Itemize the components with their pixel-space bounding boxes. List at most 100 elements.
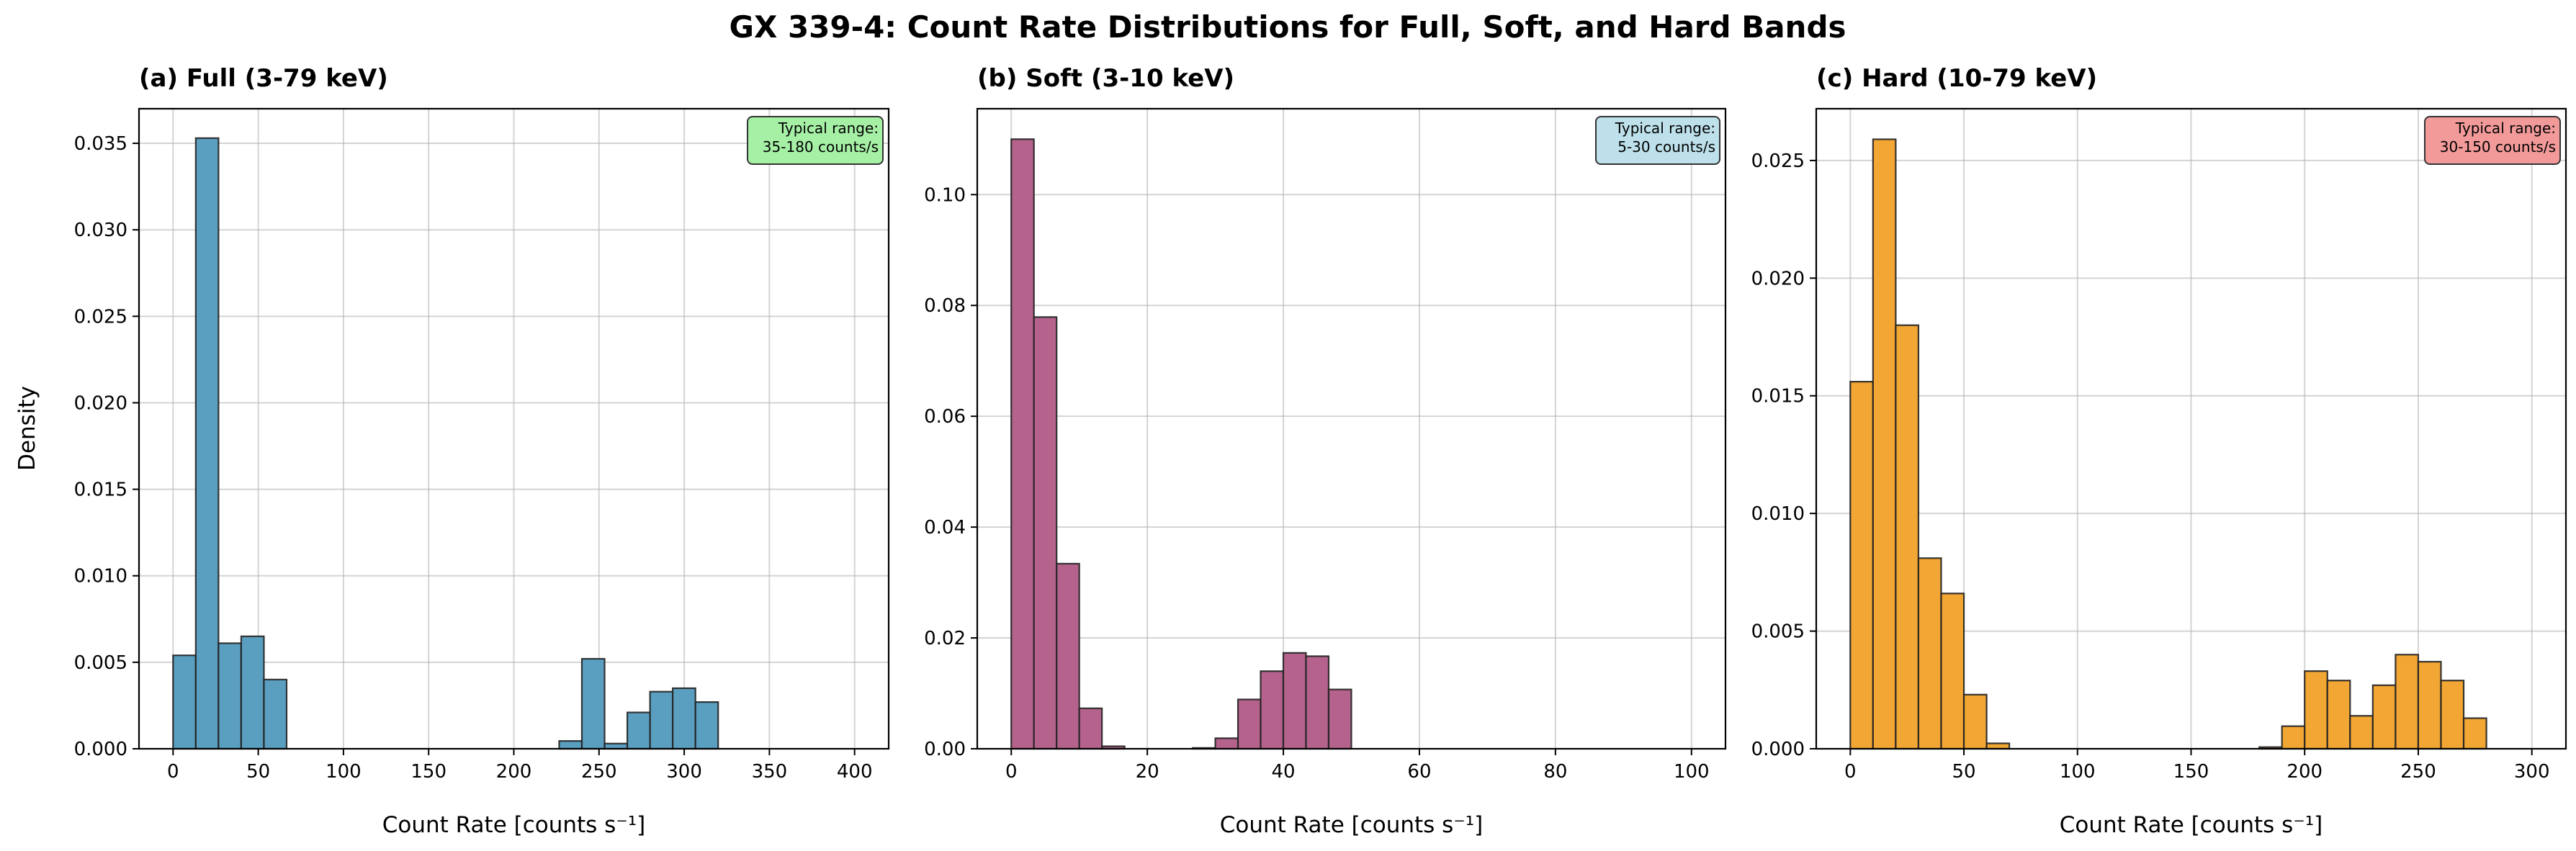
x-tick-label: 200 bbox=[2286, 761, 2323, 783]
x-axis-label: Count Rate [counts s⁻¹] bbox=[2060, 812, 2323, 838]
histogram-bar bbox=[694, 701, 719, 750]
histogram-bar bbox=[1940, 593, 1965, 750]
y-tick-label: 0.04 bbox=[924, 517, 966, 539]
histogram-bar bbox=[1237, 698, 1262, 750]
y-tick-label: 0.020 bbox=[74, 392, 127, 414]
histogram-bar bbox=[2349, 715, 2374, 750]
histogram-bar bbox=[2304, 670, 2328, 750]
typical-range-label: Typical range: bbox=[1615, 120, 1715, 137]
y-tick-label: 0.015 bbox=[74, 479, 127, 501]
y-tick-label: 0.000 bbox=[1751, 739, 1805, 760]
typical-range-value: 5-30 counts/s bbox=[1617, 138, 1715, 156]
y-tick-label: 0.015 bbox=[1751, 386, 1805, 408]
figure-title: GX 339-4: Count Rate Distributions for F… bbox=[729, 9, 1846, 45]
y-tick-label: 0.030 bbox=[74, 220, 127, 241]
typical-range-value: 35-180 counts/s bbox=[763, 138, 879, 156]
y-tick-label: 0.020 bbox=[1751, 268, 1805, 289]
y-tick-label: 0.010 bbox=[1751, 503, 1805, 525]
histogram-bar bbox=[1056, 562, 1080, 750]
histogram-bar bbox=[649, 690, 674, 750]
histogram-bar bbox=[240, 635, 265, 750]
histogram-bar bbox=[217, 642, 243, 750]
histogram-bar bbox=[2281, 725, 2306, 750]
x-tick-label: 20 bbox=[1136, 761, 1159, 783]
x-axis-label: Count Rate [counts s⁻¹] bbox=[1220, 812, 1483, 838]
histogram-bar bbox=[194, 137, 220, 750]
histogram-bar bbox=[2326, 680, 2351, 750]
y-tick-label: 0.025 bbox=[1751, 150, 1805, 172]
typical-range-box bbox=[2424, 116, 2561, 165]
histogram-bar bbox=[1872, 138, 1897, 750]
x-tick-label: 400 bbox=[837, 761, 873, 783]
y-tick-label: 0.035 bbox=[74, 133, 127, 155]
x-axis-label: Count Rate [counts s⁻¹] bbox=[382, 812, 645, 838]
histogram-bar bbox=[1260, 670, 1285, 750]
typical-range-label: Typical range: bbox=[2455, 120, 2556, 137]
x-tick-label: 100 bbox=[326, 761, 362, 783]
histogram-bar bbox=[172, 654, 197, 750]
typical-range-box bbox=[1595, 116, 1720, 165]
x-tick-label: 350 bbox=[752, 761, 788, 783]
x-tick-label: 0 bbox=[1005, 761, 1018, 783]
y-tick-label: 0.025 bbox=[74, 306, 127, 328]
histogram-bar bbox=[580, 657, 606, 750]
x-tick-label: 250 bbox=[2400, 761, 2436, 783]
histogram-bar bbox=[626, 711, 651, 750]
x-tick-label: 100 bbox=[1674, 761, 1710, 783]
panel-2: 0 50 100 150 200 250 300 0.000 0.005 0.010 0.015 0.… bbox=[1751, 64, 2567, 838]
y-tick-label: 0.005 bbox=[1751, 621, 1805, 643]
histogram-bar bbox=[1010, 138, 1035, 750]
histogram-bar bbox=[1917, 557, 1942, 750]
histogram-bar bbox=[1985, 742, 2011, 750]
histogram-bar bbox=[2417, 660, 2442, 750]
y-tick-label: 0.005 bbox=[74, 652, 127, 674]
x-tick-label: 200 bbox=[496, 761, 532, 783]
x-tick-label: 0 bbox=[167, 761, 179, 783]
y-tick-label: 0.02 bbox=[924, 628, 966, 649]
typical-range-label: Typical range: bbox=[778, 120, 879, 137]
x-tick-label: 80 bbox=[1543, 761, 1567, 783]
histogram-bar bbox=[1305, 655, 1330, 750]
histogram-bar bbox=[1327, 688, 1352, 750]
x-tick-label: 40 bbox=[1271, 761, 1295, 783]
typical-range-box bbox=[747, 116, 884, 165]
y-tick-label: 0.010 bbox=[74, 566, 127, 587]
x-tick-label: 50 bbox=[246, 761, 270, 783]
panel-1: 0 20 40 60 80 100 0.00 0.02 0.04 0.06 0.08 0.10 (b) … bbox=[924, 64, 1727, 838]
histogram-bar bbox=[1282, 652, 1307, 750]
y-tick-label: 0.08 bbox=[924, 295, 966, 317]
y-tick-label: 0.000 bbox=[74, 739, 127, 760]
histogram-bar bbox=[1033, 316, 1058, 750]
axes-frame bbox=[976, 107, 1727, 750]
x-tick-label: 50 bbox=[1952, 761, 1975, 783]
x-tick-label: 300 bbox=[666, 761, 702, 783]
y-tick-label: 0.06 bbox=[924, 406, 966, 428]
histogram-bar bbox=[2371, 684, 2397, 750]
y-tick-label: 0.00 bbox=[924, 739, 966, 760]
histogram-bar bbox=[263, 678, 288, 750]
panel-0: 0 50 100 150 200 250 300 350 400 0.000 0.005 0.010 0… bbox=[74, 64, 890, 838]
histogram-bar bbox=[558, 740, 583, 750]
x-tick-label: 150 bbox=[2173, 761, 2209, 783]
y-tick-label: 0.10 bbox=[924, 184, 966, 206]
histogram-bar bbox=[1214, 737, 1239, 750]
histogram-bar bbox=[2440, 680, 2465, 750]
histogram-bar bbox=[1849, 381, 1874, 750]
x-tick-label: 150 bbox=[410, 761, 446, 783]
histogram-bar bbox=[672, 687, 696, 750]
panel-title: (c) Hard (10-79 keV) bbox=[1816, 64, 2097, 93]
panel-title: (b) Soft (3-10 keV) bbox=[977, 64, 1234, 93]
panel-title: (a) Full (3-79 keV) bbox=[139, 64, 388, 93]
x-tick-label: 300 bbox=[2514, 761, 2550, 783]
histogram-bar bbox=[2395, 654, 2420, 750]
x-tick-label: 100 bbox=[2060, 761, 2096, 783]
histogram-bar bbox=[1962, 693, 1988, 750]
x-tick-label: 0 bbox=[1844, 761, 1857, 783]
y-axis-label: Density bbox=[14, 386, 40, 471]
histogram-bar bbox=[1895, 324, 1920, 750]
x-tick-label: 60 bbox=[1407, 761, 1431, 783]
panels: 0 50 100 150 200 250 300 350 4000.0000.0050.0100… bbox=[74, 64, 2567, 838]
histogram-bar bbox=[2462, 717, 2487, 750]
typical-range-value: 30-150 counts/s bbox=[2440, 138, 2556, 156]
